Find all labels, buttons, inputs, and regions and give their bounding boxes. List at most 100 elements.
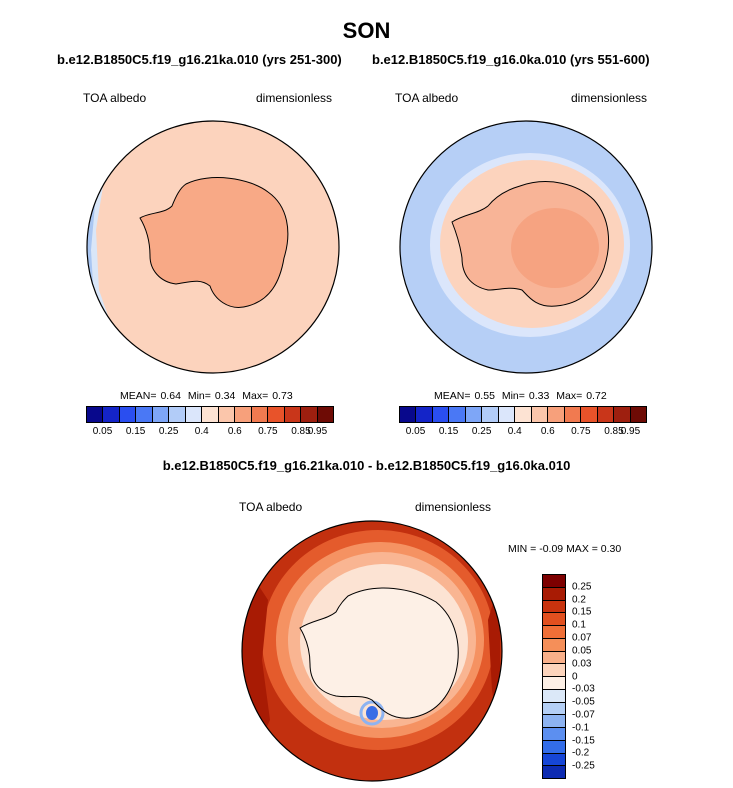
panel-1-case-title: b.e12.B1850C5.f19_g16.21ka.010 (yrs 251-… xyxy=(57,52,342,67)
difference-tick-label: -0.03 xyxy=(572,683,595,695)
panel-2-min-label: Min= xyxy=(501,390,525,402)
difference-tick-label: -0.07 xyxy=(572,709,595,721)
panel-1-colorbar xyxy=(86,406,334,423)
panel-1-colorbar-box-13 xyxy=(301,407,318,422)
difference-colorbar-box-9 xyxy=(543,689,565,703)
panel-2-tick-label: 0.6 xyxy=(540,426,555,437)
panel-2-max-label: Max= xyxy=(556,390,583,402)
panel-1-colorbar-box-6 xyxy=(185,407,203,422)
panel-2-tick-label: 0.85 xyxy=(604,426,624,437)
panel-2-tick-label: 0.05 xyxy=(405,426,426,437)
panel-1-colorbar-box-0 xyxy=(87,407,104,422)
panel-1-colorbar-box-10 xyxy=(251,407,269,422)
difference-colorbar xyxy=(542,574,566,779)
panel-2-colorbar-box-14 xyxy=(630,407,647,422)
difference-tick-label: -0.1 xyxy=(572,722,590,734)
panel-1-mean-value: 0.64 xyxy=(160,390,181,402)
difference-colorbar-box-15 xyxy=(543,766,565,778)
difference-tick-label: 0.25 xyxy=(572,581,592,593)
difference-tick-label: 0 xyxy=(572,671,578,682)
difference-colorbar-box-4 xyxy=(543,626,565,639)
difference-antarctica-field xyxy=(300,588,459,719)
panel-1-colorbar-box-5 xyxy=(169,407,186,422)
panel-2-tick-label: 0.15 xyxy=(438,426,459,437)
panel-1-tick-label: 0.95 xyxy=(307,426,328,437)
panel-1-tick-label: 0.75 xyxy=(258,426,278,437)
difference-units-label: dimensionless xyxy=(415,500,492,514)
difference-colorbar-box-1 xyxy=(543,587,565,601)
panel-1-tick-label: 0.15 xyxy=(125,426,146,437)
panel-2-mean-label: MEAN= xyxy=(434,390,471,402)
panel-1-colorbar-box-3 xyxy=(136,407,153,422)
difference-tick-label: 0.15 xyxy=(572,606,592,618)
difference-minmax: MIN = -0.09 MAX = 0.30 xyxy=(508,543,622,555)
panel-1-colorbar-box-9 xyxy=(235,407,252,422)
panel-1-tick-label: 0.25 xyxy=(158,426,179,437)
panel-1-colorbar-box-12 xyxy=(284,407,302,422)
panel-2-tick-label: 0.95 xyxy=(620,426,641,437)
panel-2-colorbar-ticks: 0.05 0.15 0.25 0.4 0.6 0.75 0.85 0.95 xyxy=(399,426,647,440)
panel-1-colorbar-box-4 xyxy=(152,407,170,422)
difference-negative-anomaly xyxy=(366,706,378,720)
difference-colorbar-box-5 xyxy=(543,638,565,652)
panel-1-colorbar-ticks: 0.05 0.15 0.25 0.4 0.6 0.75 0.85 0.95 xyxy=(86,426,334,440)
difference-colorbar-box-11 xyxy=(543,715,565,728)
panel-2-colorbar-box-4 xyxy=(465,407,483,422)
panel-2-stats: MEAN= 0.55 Min= 0.33 Max= 0.72 xyxy=(434,390,611,402)
difference-colorbar-box-10 xyxy=(543,702,565,716)
difference-colorbar-box-0 xyxy=(543,575,565,588)
panel-2-colorbar-box-3 xyxy=(449,407,466,422)
difference-tick-label: -0.05 xyxy=(572,696,595,708)
panel-1-colorbar-box-1 xyxy=(103,407,120,422)
difference-colorbar-box-13 xyxy=(543,740,565,754)
difference-colorbar-box-12 xyxy=(543,728,565,741)
panel-2-colorbar-box-9 xyxy=(548,407,565,422)
difference-colorbar-box-8 xyxy=(543,677,565,690)
difference-tick-label: -0.15 xyxy=(572,735,595,747)
panel-2-colorbar-box-10 xyxy=(564,407,582,422)
panel-2-colorbar-box-2 xyxy=(432,407,450,422)
panel-2-map xyxy=(400,121,652,373)
panel-2-colorbar-box-11 xyxy=(581,407,598,422)
panel-1-colorbar-box-11 xyxy=(268,407,285,422)
panel-1-antarctica-coastline xyxy=(139,177,289,308)
panel-1-colorbar-box-7 xyxy=(202,407,219,422)
difference-tick-label: -0.2 xyxy=(572,747,590,759)
panel-1-min-label: Min= xyxy=(187,390,211,402)
panel-1-units-label: dimensionless xyxy=(256,91,333,105)
difference-tick-label: 0.05 xyxy=(572,645,592,657)
panel-1-stats: MEAN= 0.64 Min= 0.34 Max= 0.73 xyxy=(120,390,297,402)
difference-colorbar-box-14 xyxy=(543,753,565,767)
panel-1-max-label: Max= xyxy=(242,390,269,402)
panel-1-variable-label: TOA albedo xyxy=(83,91,147,105)
difference-title: b.e12.B1850C5.f19_g16.21ka.010 - b.e12.B… xyxy=(162,458,571,473)
figure-title: SON xyxy=(342,18,391,43)
panel-2-antarctica-coastline xyxy=(451,181,610,307)
panel-2-tick-label: 0.25 xyxy=(471,426,492,437)
panel-2-colorbar-box-0 xyxy=(400,407,417,422)
difference-colorbar-box-7 xyxy=(543,664,565,677)
panel-2-colorbar-box-12 xyxy=(597,407,615,422)
panel-1-colorbar-box-2 xyxy=(119,407,137,422)
panel-2-tick-label: 0.4 xyxy=(507,426,522,437)
panel-2-colorbar-box-5 xyxy=(482,407,499,422)
difference-tick-label: 0.2 xyxy=(572,594,586,606)
panel-1-min-value: 0.34 xyxy=(214,390,236,402)
panel-2-map-border xyxy=(399,120,653,374)
panel-2-interior-field xyxy=(511,208,599,288)
difference-map xyxy=(242,521,502,781)
panel-1-mean-label: MEAN= xyxy=(120,390,157,402)
difference-variable-label: TOA albedo xyxy=(239,500,303,514)
panel-2-mean-value: 0.55 xyxy=(474,390,495,402)
difference-tick-label: 0.07 xyxy=(572,632,592,644)
difference-tick-label: -0.25 xyxy=(572,760,595,772)
panel-2-colorbar-box-1 xyxy=(416,407,433,422)
difference-colorbar-box-6 xyxy=(543,651,565,665)
difference-colorbar-box-2 xyxy=(543,600,565,614)
difference-colorbar-box-3 xyxy=(543,613,565,626)
panel-1-max-value: 0.73 xyxy=(272,390,293,402)
panel-2-colorbar-box-13 xyxy=(614,407,631,422)
panel-2-case-title: b.e12.B1850C5.f19_g16.0ka.010 (yrs 551-6… xyxy=(372,52,650,67)
panel-1-map-border xyxy=(86,120,340,374)
